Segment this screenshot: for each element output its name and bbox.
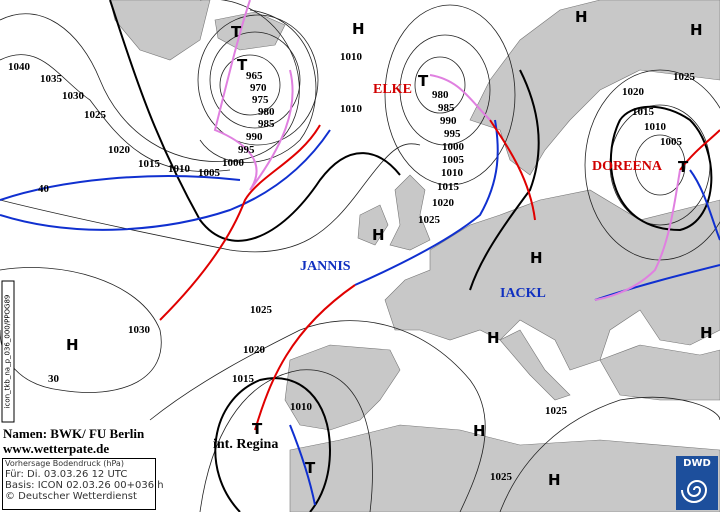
isobar-label: 1015 xyxy=(138,158,161,170)
isobar-label: 1025 xyxy=(673,71,696,83)
credits-website[interactable]: www.wetterpate.de xyxy=(3,441,110,456)
isobar-label: 970 xyxy=(250,82,267,94)
isobar-label: 1035 xyxy=(40,73,63,85)
warm-front xyxy=(254,284,356,431)
isobar-label: 1015 xyxy=(437,181,460,193)
british-isles xyxy=(389,174,431,251)
cold-front xyxy=(0,175,241,201)
latitude-label: 30 xyxy=(48,373,60,385)
warm-front xyxy=(679,129,720,171)
pressure-center-t: T xyxy=(252,420,263,438)
pressure-center-h: H xyxy=(66,336,79,354)
isobar-label: 1010 xyxy=(340,51,363,63)
system-name: DOREENA xyxy=(592,159,663,174)
warm-front xyxy=(489,119,536,221)
cold-front xyxy=(689,169,720,241)
isobar-label: 1000 xyxy=(222,157,245,169)
system-name: int. Regina xyxy=(213,437,278,452)
isobar-label: 1030 xyxy=(62,90,85,102)
isobar-label: 1010 xyxy=(168,163,191,175)
info-valid: Für: Di. 03.03.26 12 UTC xyxy=(5,469,128,480)
north-africa xyxy=(289,424,720,512)
isobar-label: 1040 xyxy=(8,61,31,73)
isobar-label: 980 xyxy=(432,89,449,101)
pressure-center-t: T xyxy=(418,72,429,90)
pressure-center-h: H xyxy=(575,8,588,26)
pressure-center-h: H xyxy=(690,21,703,39)
latitude-label: 40 xyxy=(38,183,50,195)
isobar-label: 1005 xyxy=(198,167,221,179)
thick-isobars xyxy=(109,0,713,512)
ireland xyxy=(357,204,389,246)
italy xyxy=(499,329,571,401)
isobar-label: 1005 xyxy=(660,136,683,148)
isobar-label: 985 xyxy=(258,118,275,130)
isobar-label: 980 xyxy=(258,106,275,118)
pressure-center-t: T xyxy=(231,23,242,41)
dwd-logo-text: DWD xyxy=(683,458,711,469)
isobar-label: 995 xyxy=(238,144,255,156)
pressure-center-t: T xyxy=(237,56,248,74)
pressure-center-h: H xyxy=(548,471,561,489)
info-basis: Basis: ICON 02.03.26 00+036 h xyxy=(5,480,164,491)
isobar-label: 1020 xyxy=(622,86,645,98)
pressure-center-h: H xyxy=(700,324,713,342)
isobar-label: 1025 xyxy=(418,214,441,226)
model-code-label: icon_tkb_na_p_036_000/PPOG89 xyxy=(1,280,15,423)
iberia xyxy=(284,344,401,431)
cold-front xyxy=(0,129,331,231)
isobar-label: 1010 xyxy=(644,121,667,133)
isobar-label: 990 xyxy=(246,131,263,143)
spiral-icon xyxy=(681,480,708,503)
isobar-label: 965 xyxy=(246,70,263,82)
isobar-label: 1000 xyxy=(442,141,465,153)
occlusion xyxy=(594,169,681,301)
isobar-label: 1025 xyxy=(84,109,107,121)
isobar-label: 1010 xyxy=(340,103,363,115)
pressure-center-t: T xyxy=(305,459,316,477)
isobar-label: 1005 xyxy=(442,154,465,166)
isobar-label: 1010 xyxy=(441,167,464,179)
system-name: JANNIS xyxy=(300,259,351,274)
warm-front xyxy=(159,124,321,321)
occlusion xyxy=(213,0,294,191)
occlusion xyxy=(429,74,491,121)
pressure-center-h: H xyxy=(487,329,500,347)
isobar-label: 990 xyxy=(440,115,457,127)
cold-front xyxy=(594,264,720,301)
isobar-label: 1025 xyxy=(545,405,568,417)
land xyxy=(109,0,720,512)
isobar-label: 1025 xyxy=(250,304,273,316)
pressure-center-h: H xyxy=(530,249,543,267)
greenland xyxy=(109,0,211,61)
cold-front xyxy=(289,424,316,506)
system-name: ELKE xyxy=(373,82,412,97)
isobar-label: 1020 xyxy=(108,144,131,156)
isobar-label: 1020 xyxy=(243,344,266,356)
info-title: Vorhersage Bodendruck (hPa) xyxy=(5,459,124,468)
isobar-label: 1025 xyxy=(490,471,513,483)
isobar-label: 1030 xyxy=(128,324,151,336)
cold-front xyxy=(354,119,499,286)
isobar-label: 1010 xyxy=(290,401,313,413)
pressure-center-h: H xyxy=(473,422,486,440)
isobar-label: 1020 xyxy=(432,197,455,209)
pressure-center-t: T xyxy=(678,158,689,176)
isobar-label: 1015 xyxy=(632,106,655,118)
pressure-center-h: H xyxy=(352,20,365,38)
isobar-label: 975 xyxy=(252,94,269,106)
isobar-label: 1015 xyxy=(232,373,255,385)
system-name: IACKL xyxy=(500,286,546,301)
pressure-center-h: H xyxy=(372,226,385,244)
isobar-label: 995 xyxy=(444,128,461,140)
info-box: Vorhersage Bodendruck (hPa) Für: Di. 03.… xyxy=(2,458,164,510)
dwd-logo: DWD xyxy=(676,456,718,510)
balkans-turkey xyxy=(599,344,720,401)
isobar-label: 985 xyxy=(438,102,455,114)
credits-names: Namen: BWK/ FU Berlin xyxy=(3,426,145,441)
info-copyright: © Deutscher Wetterdienst xyxy=(5,491,137,502)
